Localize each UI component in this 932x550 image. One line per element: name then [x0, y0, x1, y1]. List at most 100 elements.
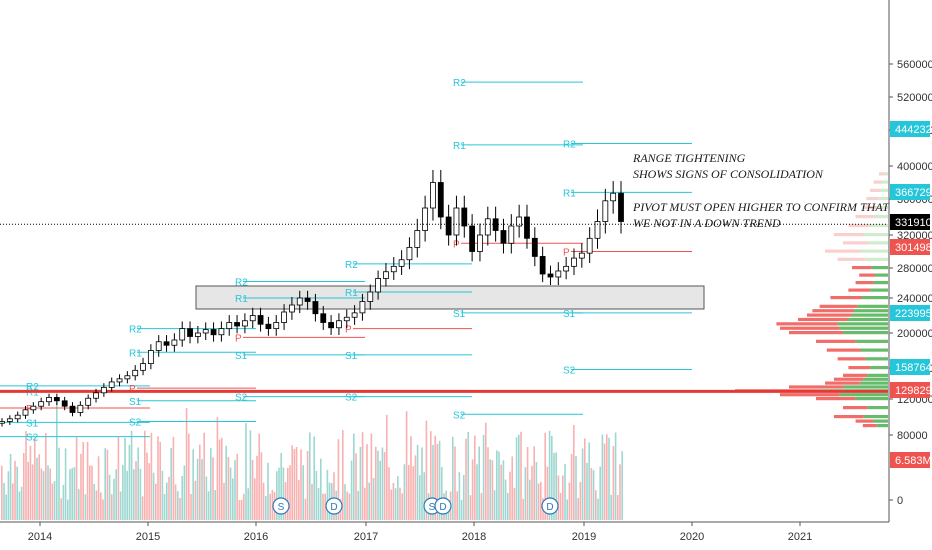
candle-body: [304, 297, 311, 302]
price-badge: [890, 184, 930, 200]
volume-bar: [161, 470, 164, 520]
volume-bar: [247, 488, 249, 520]
volume-bar: [348, 493, 351, 520]
volume-bar: [166, 482, 168, 520]
volume-bar: [29, 445, 32, 520]
volume-profile-buy: [870, 288, 888, 292]
volume-bar: [20, 486, 23, 520]
volume-profile-buy: [873, 419, 888, 423]
volume-bar: [71, 468, 73, 520]
volume-profile-buy: [859, 249, 888, 253]
price-badges: 444232 366729 331910 301498 223995 158764 1298…: [890, 121, 932, 468]
volume-bar: [267, 462, 269, 520]
volume-profile-sell: [812, 309, 854, 313]
volume-bar: [190, 493, 192, 520]
volume-bar: [515, 437, 518, 520]
pivot-label: R2: [453, 78, 466, 89]
annotation-line-4: WE NOT IN A DOWN TREND: [633, 216, 781, 230]
volume-profile-buy: [853, 309, 888, 313]
volume-bar: [80, 453, 82, 520]
volume-bar: [214, 490, 216, 520]
volume-bar: [245, 423, 247, 520]
volume-bar: [192, 449, 194, 520]
volume-profile-buy: [857, 304, 888, 308]
volume-bar: [471, 459, 474, 520]
volume-bar: [122, 465, 124, 520]
volume-bar: [581, 448, 584, 520]
candle-body: [320, 313, 327, 323]
volume-bar: [438, 440, 441, 520]
volume-bar: [399, 487, 401, 520]
volume-bar: [40, 468, 43, 520]
volume-bar: [555, 452, 557, 520]
candle-body: [14, 414, 21, 420]
volume-profile-sell: [816, 339, 856, 343]
candle-body: [398, 259, 405, 267]
volume-bar: [518, 434, 520, 520]
volume-bar: [570, 454, 573, 520]
candle-body: [516, 216, 523, 227]
volume-bar: [372, 477, 375, 520]
volume-bar: [326, 469, 329, 520]
volume-bar: [258, 433, 260, 520]
volume-bar: [421, 447, 423, 520]
y-tick-label: 240000: [897, 293, 932, 305]
volume-bar: [381, 447, 384, 520]
volume-bar: [416, 444, 419, 520]
volume-profile-sell: [870, 188, 880, 192]
volume-bar: [124, 437, 126, 520]
volume-bar: [537, 483, 540, 520]
volume-bar: [265, 496, 267, 520]
volume-bar: [478, 446, 480, 520]
price-badge: [890, 121, 930, 137]
volume-bar: [355, 453, 357, 520]
volume-bar: [100, 492, 102, 520]
candle-body: [273, 322, 280, 330]
pivot-label: R2: [129, 325, 142, 336]
volume-bar: [293, 449, 296, 520]
candle-body: [194, 332, 201, 337]
volume-profile-buy: [855, 339, 888, 343]
candle-body: [531, 237, 538, 257]
volume-profile-sell: [776, 322, 838, 326]
volume-bar: [562, 475, 564, 520]
volume-profile-sell: [789, 385, 844, 389]
volume-profile-buy: [839, 326, 888, 330]
volume-bar: [12, 483, 14, 520]
volume-bar: [614, 432, 617, 520]
pivot-label: R2: [235, 278, 248, 289]
volume-profile-sell: [837, 257, 866, 261]
volume-bar: [251, 460, 254, 520]
pivot-label: S2: [563, 366, 576, 377]
volume-bar: [144, 430, 146, 520]
candle-body: [571, 257, 577, 267]
volume-bar: [322, 493, 324, 520]
volume-profile-sell: [855, 215, 874, 219]
volume-bar: [375, 446, 377, 520]
volume-bar: [436, 444, 439, 520]
volume-bar: [568, 482, 571, 520]
candle-body: [563, 265, 570, 272]
candle-body: [618, 192, 624, 222]
candle-body: [445, 216, 452, 236]
volume-bar: [73, 467, 76, 520]
volume-bar: [606, 434, 608, 520]
volume-bar: [370, 433, 373, 520]
volume-bar: [82, 441, 84, 520]
volume-bar: [361, 432, 364, 520]
volume-profile-sell: [825, 381, 860, 385]
candle-body: [375, 278, 382, 293]
candle-body: [437, 182, 444, 218]
annotation-line-2: SHOWS SIGNS OF CONSOLIDATION: [633, 167, 824, 181]
x-tick-label: 2016: [244, 531, 268, 543]
candle-body: [477, 234, 483, 252]
candle-body: [578, 252, 585, 259]
volume-bar: [218, 439, 221, 520]
volume-bar: [344, 484, 346, 520]
pivot-label: R2: [563, 140, 576, 151]
price-badge: [890, 305, 930, 321]
event-marker-label: D: [546, 502, 553, 513]
volume-profile-buy: [865, 257, 888, 261]
